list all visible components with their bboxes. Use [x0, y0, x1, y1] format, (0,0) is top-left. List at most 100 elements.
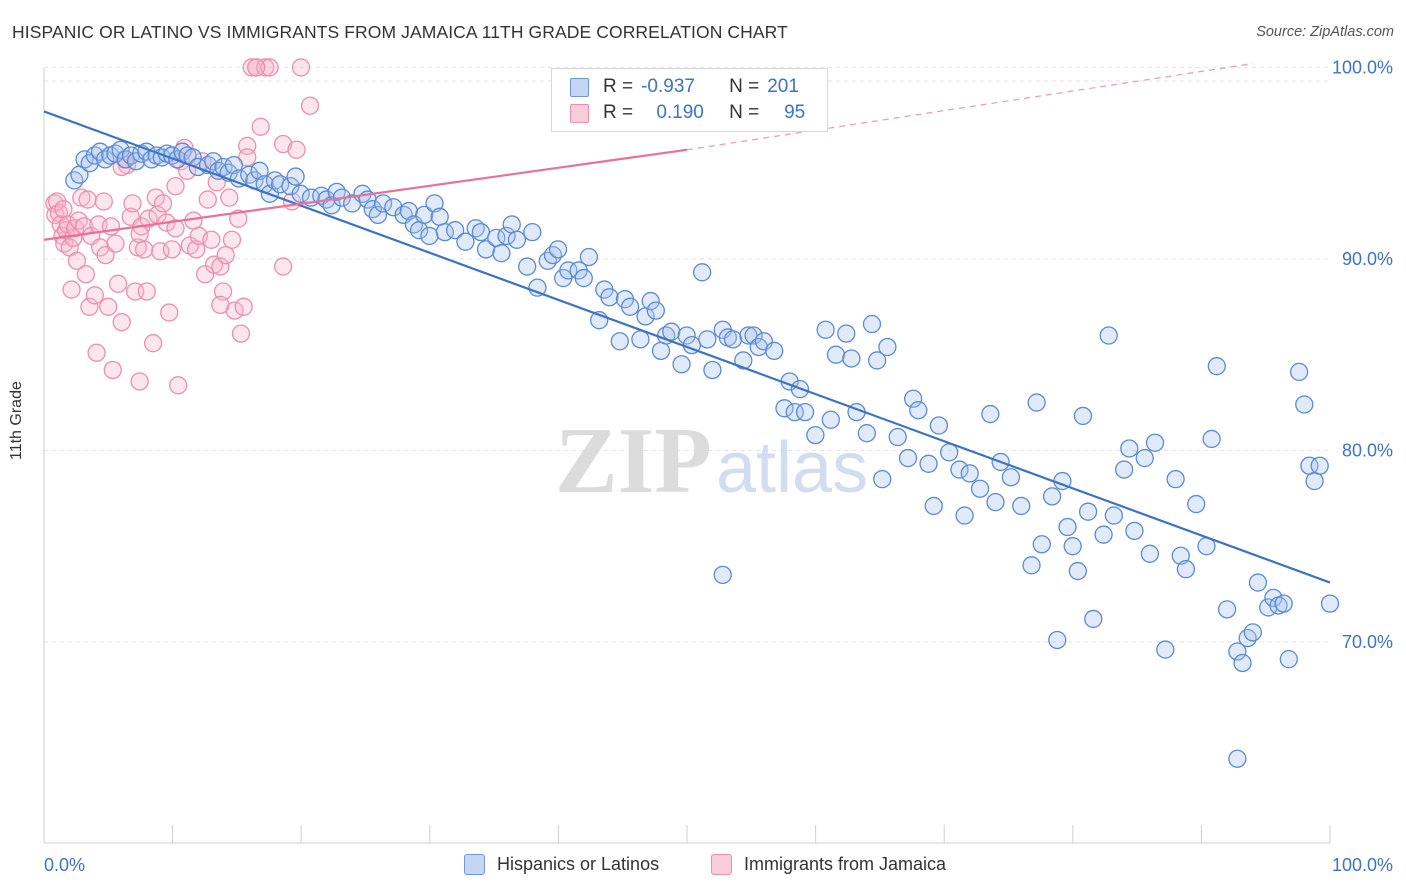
- chart-title: HISPANIC OR LATINO VS IMMIGRANTS FROM JA…: [12, 22, 788, 42]
- jamaica-trendline: [43, 148, 688, 241]
- y-tick-label: 100.0%: [1332, 57, 1393, 77]
- hispanic-point: [471, 222, 491, 242]
- hispanic-point: [672, 355, 691, 374]
- jamaica-point: [108, 274, 128, 293]
- y-tick-label: 80.0%: [1342, 440, 1393, 460]
- jamaica-point: [216, 245, 235, 265]
- hispanic-point: [1305, 471, 1324, 491]
- x-tick-label: 0.0%: [44, 855, 85, 875]
- jamaica-point: [67, 251, 87, 270]
- jamaica-point: [94, 192, 113, 211]
- watermark-zip: ZIP: [555, 409, 712, 513]
- hispanic-point: [878, 337, 897, 357]
- hispanic-point: [610, 332, 629, 351]
- hispanic-point: [837, 324, 856, 343]
- hispanic-point: [497, 226, 516, 246]
- hispanic-point: [420, 226, 439, 246]
- hispanic-point: [1032, 535, 1051, 554]
- jamaica-point: [76, 265, 96, 284]
- jamaica-point: [134, 240, 154, 259]
- hispanic-point: [1048, 630, 1067, 650]
- hispanic-point: [1140, 544, 1160, 563]
- hispanic-point: [1125, 521, 1144, 541]
- jamaica-point: [54, 199, 73, 219]
- hispanic-point: [821, 410, 840, 429]
- hispanic-point: [873, 469, 892, 489]
- hispanic-point: [1001, 468, 1021, 487]
- hispanic-point: [631, 330, 650, 349]
- hispanic-point: [806, 425, 825, 445]
- hispanic-point: [1217, 600, 1237, 619]
- hispanic-point: [862, 314, 882, 334]
- hispanic-point: [713, 565, 732, 585]
- hispanic-point: [291, 184, 310, 203]
- hispanic-point: [698, 330, 717, 349]
- hispanic-point: [857, 424, 876, 443]
- hispanic-point: [559, 261, 578, 280]
- hispanic-point: [579, 247, 599, 267]
- hispanic-point: [548, 240, 568, 259]
- hispanic-point: [785, 402, 804, 422]
- hispanic-point: [765, 341, 784, 360]
- hispanic-point: [1228, 749, 1247, 768]
- hispanic-point: [950, 460, 969, 479]
- hispanic-point: [204, 152, 223, 171]
- jamaica-point: [123, 194, 142, 213]
- hispanic-point: [1068, 561, 1087, 581]
- n-value: 201: [767, 76, 799, 97]
- hispanic-point: [924, 496, 943, 516]
- hispanic-point: [1063, 537, 1082, 556]
- jamaica-point: [137, 282, 156, 301]
- jamaica-point: [198, 190, 217, 209]
- y-axis-label: 11th Grade: [8, 381, 25, 460]
- hispanic-point: [286, 167, 305, 186]
- hispanic-point: [795, 402, 815, 422]
- hispanic-point: [425, 194, 444, 213]
- jamaica-point: [166, 177, 185, 196]
- hispanic-point: [651, 341, 671, 360]
- legend-label: Hispanics or Latinos: [497, 853, 660, 874]
- hispanic-point: [703, 360, 722, 380]
- hispanic-point: [1228, 642, 1247, 661]
- hispanic-point: [518, 257, 537, 276]
- hispanic-point: [415, 205, 434, 225]
- hispanic-point: [327, 182, 346, 202]
- hispanic-point: [373, 194, 393, 213]
- hispanic-point: [919, 454, 938, 473]
- jamaica-point: [85, 286, 104, 305]
- hispanic-point: [574, 268, 593, 288]
- hispanic-point: [775, 399, 794, 418]
- hispanic-point: [970, 479, 990, 498]
- jamaica-point: [162, 240, 182, 259]
- jamaica-point: [287, 140, 306, 159]
- hispanic-point: [981, 404, 1000, 424]
- hispanic-point: [1289, 362, 1309, 382]
- stats-row-hispanic: R = -0.937 N = 201: [570, 75, 799, 99]
- hispanic-point: [867, 351, 887, 370]
- hispanic-point: [363, 199, 382, 219]
- jamaica-point: [202, 230, 221, 249]
- hispanic-point: [1120, 439, 1139, 458]
- y-tick-label: 70.0%: [1342, 632, 1393, 652]
- stats-legend: R = -0.937 N = 201 R = 0.190 N = 95: [551, 68, 828, 132]
- jamaica-point: [130, 372, 149, 391]
- hispanic-point: [1145, 433, 1165, 452]
- jamaica-point: [260, 58, 279, 77]
- jamaica-point: [251, 117, 270, 136]
- jamaica-point: [273, 134, 293, 154]
- hispanic-point: [888, 427, 907, 447]
- hispanic-point: [1233, 653, 1252, 673]
- hispanic-point: [1073, 406, 1093, 426]
- jamaica-point: [143, 334, 163, 353]
- hispanic-point: [538, 251, 557, 270]
- r-label: R =: [603, 76, 634, 97]
- jamaica-point: [169, 376, 188, 395]
- hispanic-point: [1279, 650, 1298, 669]
- hispanic-point: [1027, 393, 1046, 412]
- hispanic-point: [1238, 628, 1257, 648]
- x-tick-label: 100.0%: [1332, 855, 1393, 875]
- hispanic-point: [65, 171, 84, 190]
- hispanic-point: [1202, 429, 1221, 449]
- hispanic-point: [1166, 469, 1185, 489]
- jamaica-point: [160, 303, 179, 322]
